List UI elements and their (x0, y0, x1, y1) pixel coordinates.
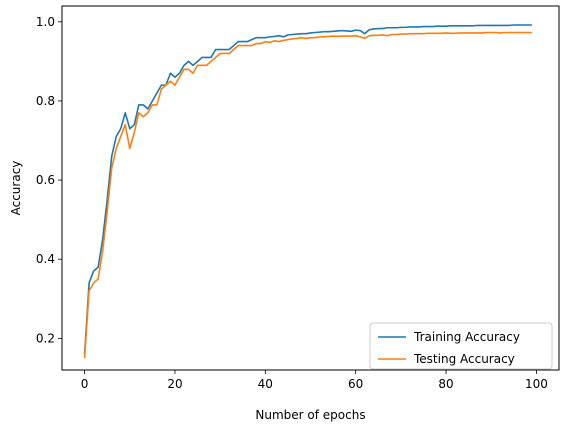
legend-label-training: Training Accuracy (413, 330, 520, 344)
x-tick-label: 60 (348, 377, 363, 391)
y-tick-label: 0.6 (36, 173, 55, 187)
series-layer (83, 24, 532, 359)
y-axis-title: Accuracy (9, 161, 23, 216)
x-tick-label: 20 (167, 377, 182, 391)
x-tick-label: 40 (258, 377, 273, 391)
legend: Training Accuracy Testing Accuracy (369, 322, 553, 370)
y-tick-label: 0.4 (36, 252, 55, 266)
x-tick-label: 100 (525, 377, 548, 391)
y-axis-ticks: 0.2 0.4 0.6 0.8 1.0 (36, 15, 62, 345)
x-tick-label: 80 (438, 377, 453, 391)
x-axis-title: Number of epochs (255, 408, 365, 422)
series-line-testing (83, 31, 532, 359)
plot-area (61, 5, 560, 371)
y-tick-label: 0.2 (36, 331, 55, 345)
y-tick-label: 0.8 (36, 94, 55, 108)
x-tick-label: 0 (81, 377, 89, 391)
x-axis-ticks: 0 20 40 60 80 100 (81, 370, 548, 391)
axes-frame (61, 5, 560, 371)
series-line-training (83, 24, 532, 355)
legend-box (369, 322, 553, 370)
y-tick-label: 1.0 (36, 15, 55, 29)
legend-label-testing: Testing Accuracy (413, 352, 515, 366)
